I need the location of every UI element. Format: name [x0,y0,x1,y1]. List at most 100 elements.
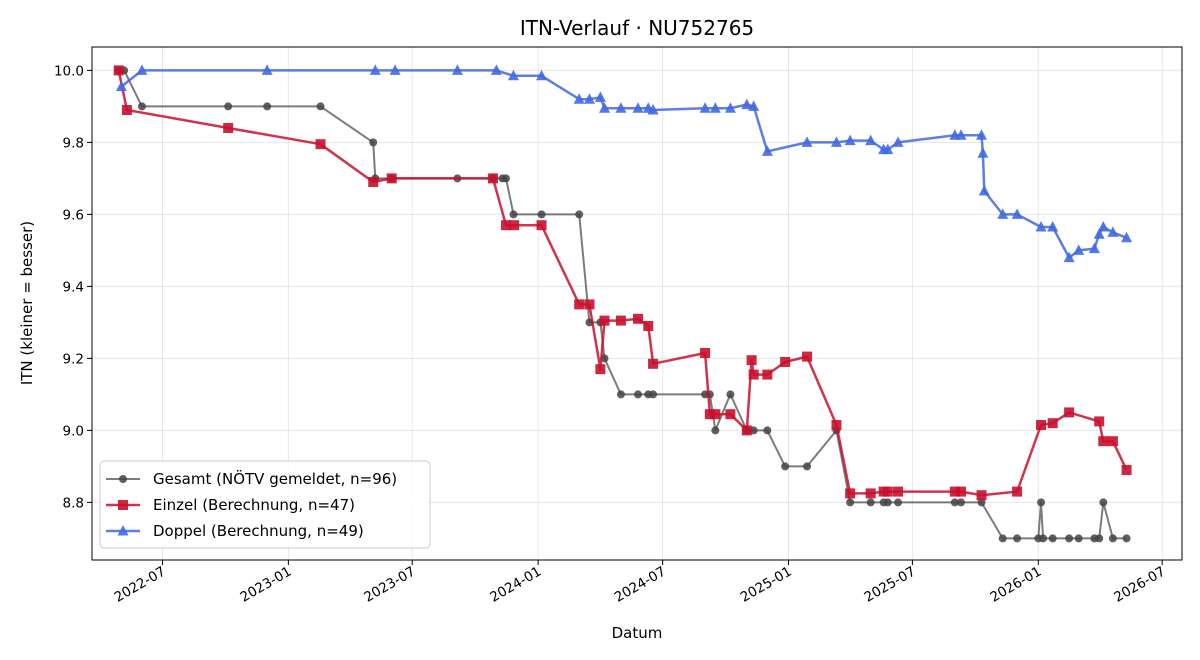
data-point-einzel [746,355,757,366]
data-point-gesamt [1074,534,1083,543]
data-point-einzel [955,486,966,497]
data-point-einzel [584,299,595,310]
chart-title: ITN-Verlauf · NU752765 [520,16,754,40]
data-point-gesamt [575,210,584,219]
data-point-einzel [1107,436,1118,447]
y-tick-label: 9.4 [63,279,84,295]
data-point-doppel [389,64,401,75]
data-point-doppel [369,64,381,75]
data-point-doppel [1107,226,1119,237]
data-point-einzel [500,220,511,231]
data-point-doppel [997,208,1009,219]
data-point-doppel [594,91,606,102]
data-point-gesamt [956,498,965,507]
y-axis-title: ITN (kleiner = besser) [18,221,36,385]
data-point-einzel [1047,418,1058,429]
data-point-doppel [1063,251,1075,263]
grid-lines [92,47,1182,560]
data-point-gesamt [866,498,875,507]
data-point-gesamt [726,390,735,399]
y-tick-label: 9.0 [63,423,84,439]
data-point-doppel [507,69,519,81]
data-point-doppel [976,129,988,140]
data-point-einzel [643,321,654,331]
y-tick-label: 9.2 [63,351,84,367]
series-doppel [115,64,1133,263]
data-point-einzel [780,357,791,367]
data-point-gesamt [1048,534,1057,543]
legend-marker-gesamt [119,475,127,483]
data-point-gesamt [1013,534,1022,543]
data-point-doppel [598,102,610,113]
data-point-gesamt [1122,534,1131,543]
data-point-doppel [1097,221,1109,232]
data-point-doppel [977,147,989,158]
data-point-gesamt [616,390,625,399]
data-point-doppel [882,143,894,155]
data-point-einzel [315,139,326,150]
data-point-einzel [113,65,124,76]
data-point-doppel [748,100,760,111]
data-point-gesamt [977,498,986,507]
x-tick-label: 2023-01 [238,564,295,606]
series-einzel [113,65,1132,501]
data-point-gesamt [316,102,325,111]
data-point-gesamt [763,426,772,435]
legend-box [99,460,431,549]
data-point-doppel [1047,221,1059,232]
data-point-einzel [599,315,610,326]
legend-label-einzel: Einzel (Berechnung, n=47) [153,496,355,514]
data-point-gesamt [509,210,518,219]
data-point-gesamt [137,102,146,111]
data-point-einzel [595,364,606,375]
data-point-einzel [976,490,987,501]
plot-frame [91,46,1183,561]
data-point-doppel [573,93,585,104]
data-point-doppel [741,98,753,110]
data-point-einzel [1012,486,1023,497]
series-group [113,64,1133,543]
y-tick-label: 8.8 [63,495,84,511]
legend-marker-einzel [118,500,128,510]
legend-marker-doppel [117,525,129,536]
data-point-gesamt [883,498,892,507]
legend: Gesamt (NÖTV gemeldet, n=96) Einzel (Bere… [99,460,431,549]
data-point-gesamt [781,462,790,471]
data-point-einzel [845,488,856,499]
y-axis: 8.8 9.0 9.2 9.4 9.6 9.8 10.0 [54,63,92,511]
data-point-doppel [1035,221,1047,232]
data-point-gesamt [501,174,510,183]
data-point-doppel [115,80,127,92]
data-point-einzel [882,486,893,497]
data-point-doppel [865,134,877,146]
data-point-gesamt [263,102,272,111]
data-point-doppel [844,134,856,146]
data-point-doppel [261,64,273,75]
data-point-gesamt [846,498,855,507]
data-point-einzel [1094,416,1105,427]
data-point-einzel [509,220,520,231]
x-tick-label: 2025-07 [862,564,919,606]
legend-label-doppel: Doppel (Berechnung, n=49) [153,522,364,540]
data-point-doppel [451,64,463,75]
data-point-einzel [487,173,498,184]
data-point-doppel [583,93,595,104]
data-point-einzel [1036,420,1047,430]
data-point-doppel [490,64,502,75]
data-point-einzel [949,486,960,497]
data-point-einzel [725,409,736,420]
data-point-gesamt [224,102,233,111]
data-point-einzel [893,486,904,497]
x-axis: 2022-07 2023-01 2023-07 2024-01 2024-07 2025-… [112,560,1168,606]
data-point-doppel [536,69,548,81]
x-tick-label: 2026-01 [987,564,1044,606]
data-point-doppel [615,102,627,113]
data-point-einzel [802,351,813,362]
data-point-gesamt [1065,534,1074,543]
data-point-doppel [724,102,736,113]
data-point-doppel [709,102,721,113]
y-tick-label: 10.0 [54,63,84,79]
legend-label-gesamt: Gesamt (NÖTV gemeldet, n=96) [153,469,397,488]
